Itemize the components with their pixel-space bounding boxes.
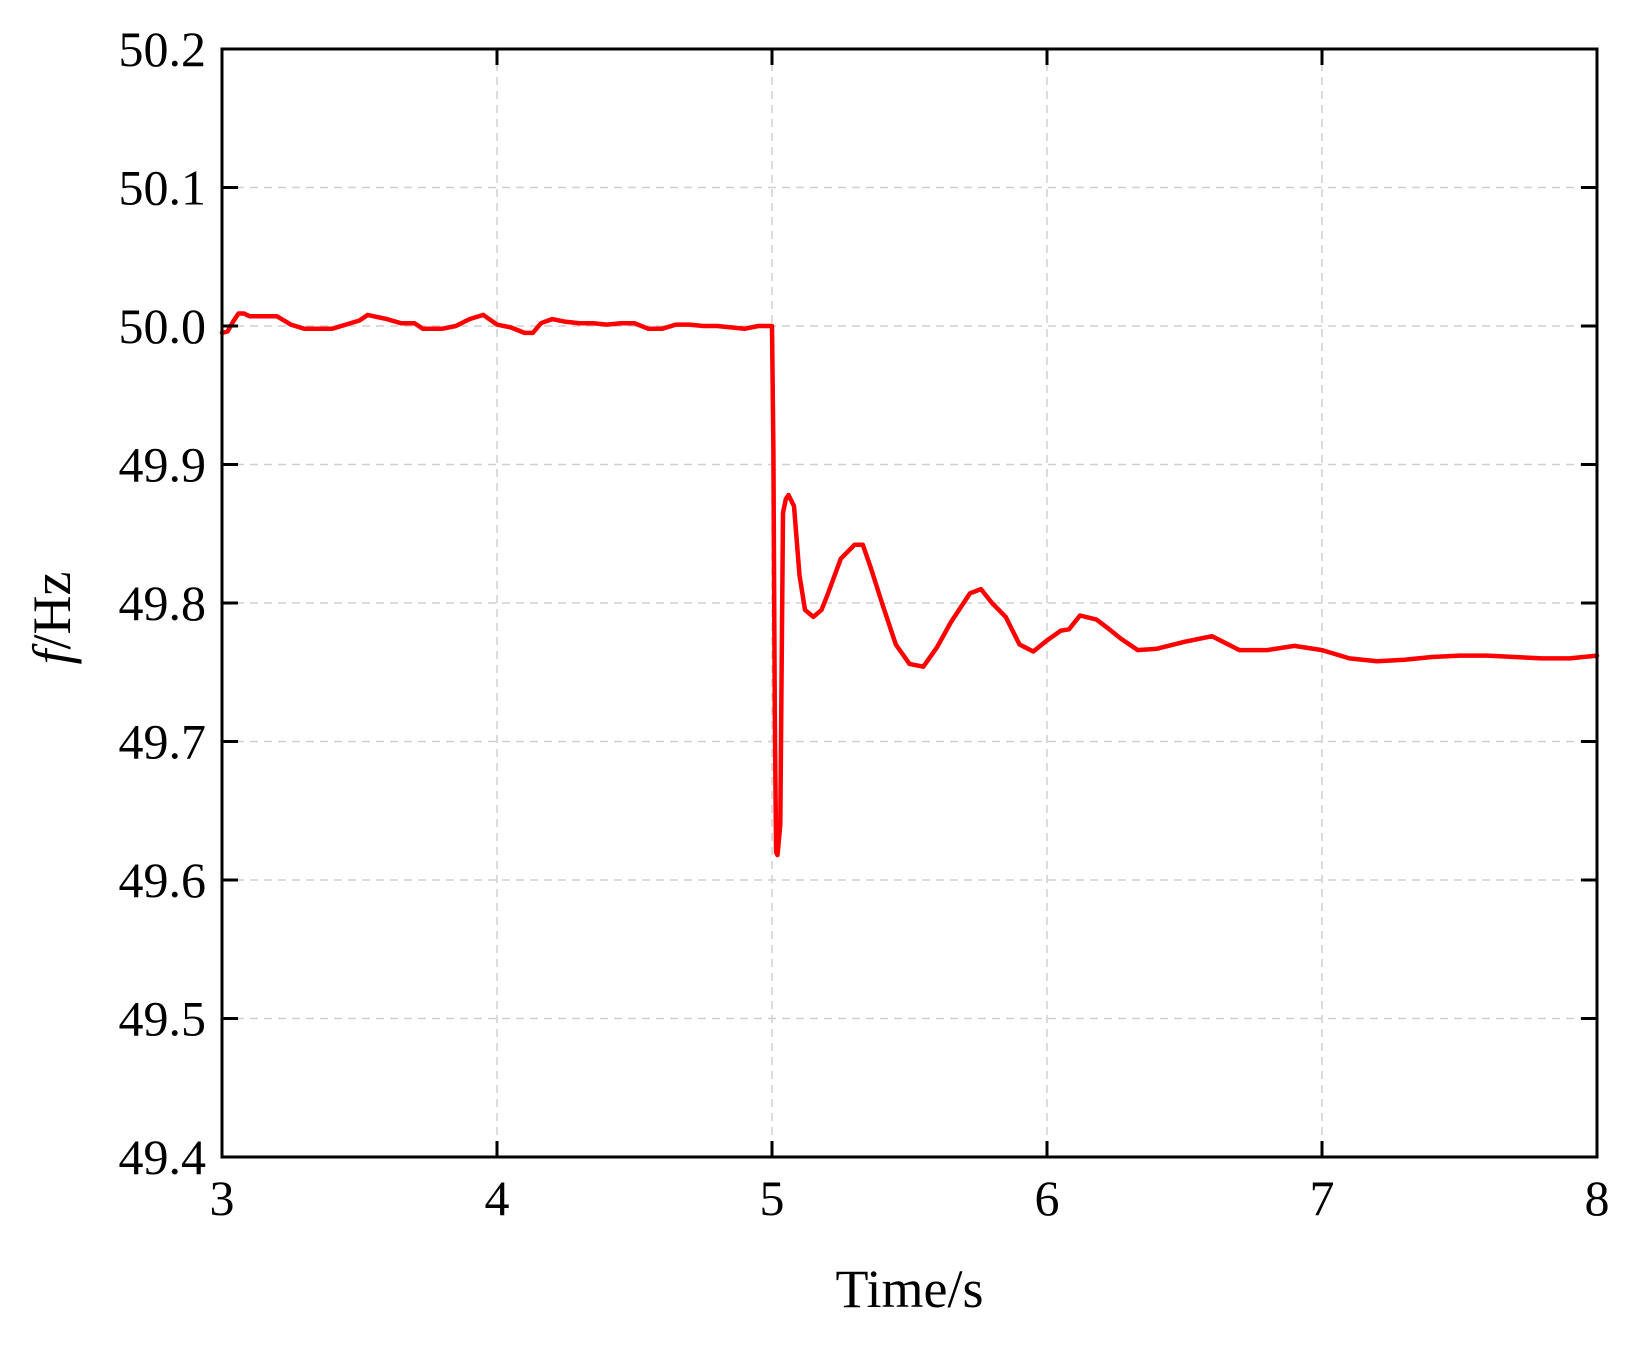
y-tick-labels: 49.4 49.5 49.6 49.7 49.8 49.9 50.0 50.1 50.2 [119,21,207,1185]
x-tick-label: 8 [1585,1170,1610,1226]
frequency-series-line [219,311,1600,858]
y-tick-label: 50.0 [119,298,207,354]
x-tick-label: 5 [760,1170,785,1226]
y-tick-label: 49.6 [119,852,207,908]
y-tick-label: 49.9 [119,437,207,493]
y-tick-label: 49.5 [119,991,207,1047]
grid-lines [222,49,1597,1157]
y-tick-label: 49.7 [119,714,207,770]
y-axis-title-unit: /Hz [22,572,82,650]
x-tick-label: 6 [1035,1170,1060,1226]
series-layer [219,311,1600,858]
x-tick-label: 7 [1310,1170,1335,1226]
y-tick-label: 50.1 [119,160,207,216]
y-tick-label: 49.4 [119,1129,207,1185]
y-axis-title: f/Hz [22,572,82,665]
x-tick-labels: 3 4 5 6 7 8 [210,1170,1610,1226]
x-tick-label: 4 [485,1170,510,1226]
tick-marks [222,49,1597,1157]
y-tick-label: 50.2 [119,21,207,77]
y-tick-label: 49.8 [119,575,207,631]
x-tick-label: 3 [210,1170,235,1226]
x-axis-title: Time/s [835,1259,983,1319]
